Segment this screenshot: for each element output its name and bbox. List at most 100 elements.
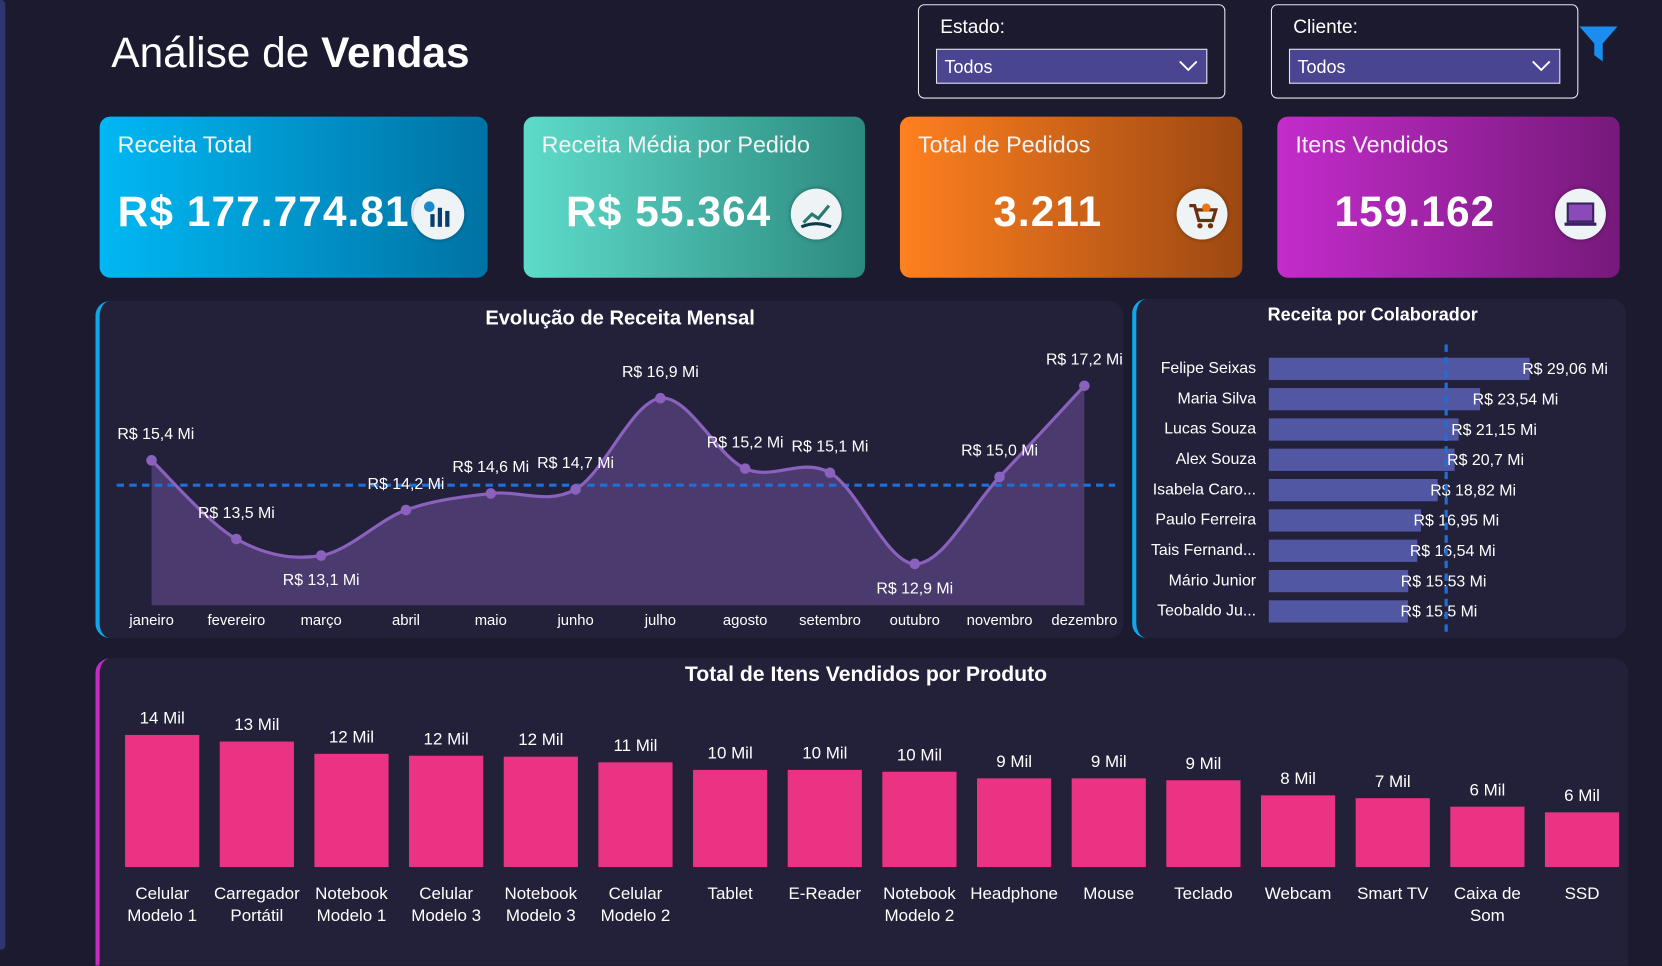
data-label: R$ 16,9 Mi [622,364,699,381]
point [231,533,242,545]
y-tick-label: Tais Fernand... [1151,542,1256,559]
kpi-value: R$ 177.774.816 [117,188,435,236]
dropdown[interactable]: Todos [935,48,1208,84]
data-label: R$ 15,2 Mi [707,434,784,451]
dropdown-value: Todos [1297,57,1346,78]
x-tick-label: novembro [967,613,1033,629]
x-tick-label: julho [644,613,676,629]
x-tick-label: Carregador Portátil [213,885,300,926]
x-tick-label: dezembro [1051,613,1117,629]
filter-label: Estado: [940,15,1005,38]
x-tick-label: Celular Modelo 2 [600,885,671,926]
y-tick-label: Felipe Seixas [1161,360,1256,377]
kpi-label: Total de Pedidos [917,131,1091,158]
data-label: 9 Mil [996,752,1032,771]
data-label: R$ 15,4 Mi [117,426,194,443]
bar [1268,569,1409,593]
data-label: R$ 29,06 Mi [1522,361,1608,378]
bar [882,771,957,868]
point [400,504,412,516]
title-light: Análise de [111,29,310,77]
x-tick-label: Tablet [707,885,753,904]
x-tick-label: E-Reader [788,885,862,904]
x-tick-label: Mouse [1083,885,1135,904]
kpi-label: Receita Total [117,131,253,158]
point [739,463,751,474]
dropdown-value: Todos [944,57,993,78]
data-label: R$ 14,7 Mi [537,455,614,472]
point [994,471,1005,483]
kpi-label: Receita Média por Pedido [541,131,811,158]
dropdown[interactable]: Todos [1288,48,1561,84]
chart-title: Evolução de Receita Mensal [485,307,755,329]
y-tick-label: Maria Silva [1178,390,1257,407]
bar [1071,778,1146,868]
data-label: 10 Mil [802,743,847,762]
chevron [1532,60,1551,72]
data-label: 12 Mil [424,729,469,748]
bar [598,762,673,868]
y-tick-label: Teobaldo Ju... [1157,603,1256,620]
data-label: 12 Mil [329,727,374,746]
bar [1268,509,1421,532]
data-label: R$ 23,54 Mi [1473,391,1559,408]
x-tick-label: outubro [890,613,940,629]
data-label: 6 Mil [1470,780,1506,799]
y-tick-label: Paulo Ferreira [1155,512,1256,529]
bar [1268,388,1481,411]
data-label: R$ 16,95 Mi [1414,513,1500,530]
x-tick-label: Notebook Modelo 3 [504,885,578,926]
filter-estado: Estado: Todos [917,4,1226,99]
x-tick-label: fevereiro [208,613,266,629]
x-tick-label: Notebook Modelo 1 [315,885,388,926]
point [485,488,497,499]
kpi-icon [1555,188,1606,240]
point [909,558,921,570]
x-tick-label: Webcam [1264,885,1332,904]
kpi-value: 3.211 [993,188,1103,236]
data-label: R$ 20,7 Mi [1447,452,1524,469]
point [146,455,157,466]
data-label: 10 Mil [708,743,753,762]
x-tick-label: Headphone [970,885,1058,904]
x-tick-label: Smart TV [1357,885,1429,904]
bar [1544,812,1620,868]
x-tick-label: agosto [723,613,768,629]
line-panel [95,301,1124,639]
chart-title: Total de Itens Vendidos por Produto [685,663,1047,686]
y-tick-label: Mário Junior [1169,572,1257,589]
x-tick-label: SSD [1564,885,1600,904]
bar [1268,357,1530,381]
data-label: R$ 15,0 Mi [961,443,1038,460]
point [824,467,836,479]
data-label: R$ 18,82 Mi [1430,482,1516,499]
bar [1355,798,1430,868]
left-edge [0,0,6,950]
point [570,484,581,495]
bar [1268,600,1408,623]
y-tick-label: Alex Souza [1176,451,1257,468]
data-label: 10 Mil [897,745,942,764]
point [655,392,666,404]
x-tick-label: Caixa de Som [1453,885,1521,926]
x-tick-label: Teclado [1174,885,1233,904]
filter-icon[interactable] [1577,23,1619,65]
data-label: R$ 17,2 Mi [1046,352,1123,369]
bar [1268,479,1438,502]
data-label: R$ 15,1 Mi [792,439,869,456]
data-label: R$ 21,15 Mi [1451,422,1537,439]
x-tick-label: maio [475,613,507,629]
title-bold: Vendas [321,29,470,77]
data-label: 8 Mil [1280,769,1316,788]
area [151,385,1085,606]
point [1079,380,1090,392]
data-label: R$ 13,5 Mi [198,505,275,522]
data-label: R$ 15,5 Mi [1401,604,1478,621]
point [315,550,327,561]
data-label: 9 Mil [1186,754,1222,773]
data-label: R$ 12,9 Mi [876,580,953,597]
kpi-icon [413,188,465,240]
chart-title: Receita por Colaborador [1268,305,1478,325]
kpi-value: 159.162 [1334,188,1496,236]
